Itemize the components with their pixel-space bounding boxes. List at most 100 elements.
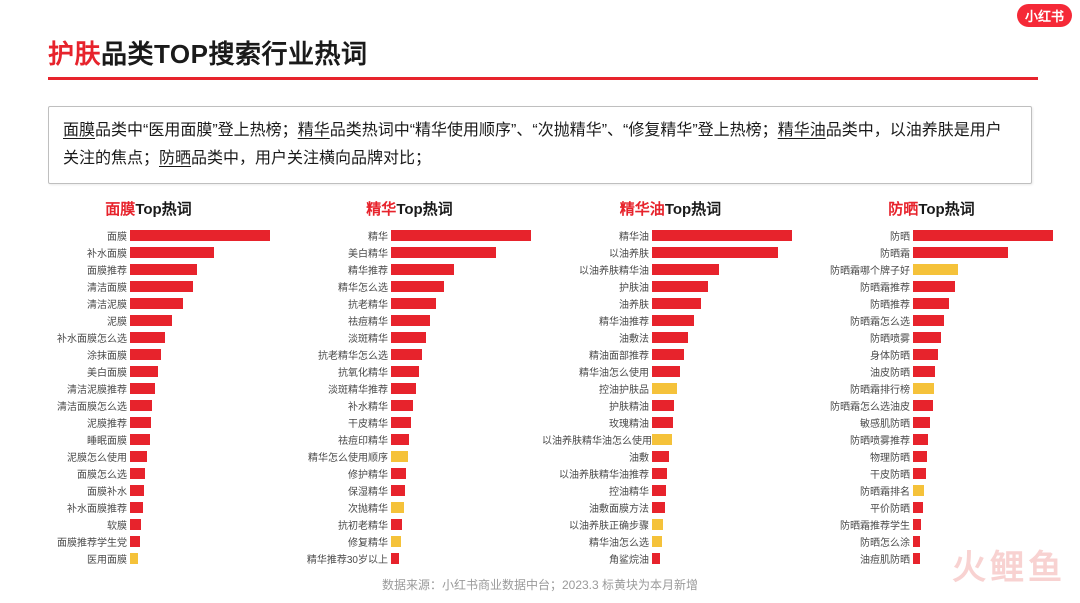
bar-track [652,383,799,394]
bar-row: 精华油怎么选 [542,533,799,550]
bar-label: 面膜推荐 [20,262,130,277]
bar-track [130,468,277,479]
bar-fill [913,502,923,513]
bar-row: 清洁泥膜 [20,295,277,312]
bar-track [130,247,277,258]
bar-label: 玫瑰精油 [542,415,652,430]
bar-fill [913,247,1008,258]
bar-row: 面膜推荐学生党 [20,533,277,550]
bar-label: 护肤精油 [542,398,652,413]
bar-fill [652,264,719,275]
bar-label: 泥膜推荐 [20,415,130,430]
bar-track [391,298,538,309]
bar-fill [913,315,944,326]
bar-fill [130,536,140,547]
bar-label: 抗老精华怎么选 [281,347,391,362]
bar-label: 以油养肤精华油怎么使用 [542,432,652,447]
bar-label: 清洁泥膜 [20,296,130,311]
bar-fill [652,349,684,360]
bar-fill [391,247,496,258]
bar-fill [652,451,669,462]
bar-track [130,298,277,309]
bar-track [391,366,538,377]
bar-label: 精华推荐30岁以上 [281,551,391,566]
bar-fill [652,332,688,343]
bar-label: 精华推荐 [281,262,391,277]
chart-title: 精华油Top热词 [542,198,799,219]
bar-fill [652,502,665,513]
bar-track [130,315,277,326]
bar-track [652,502,799,513]
bar-label: 防晒霜 [803,245,913,260]
bar-track [391,485,538,496]
bar-label: 清洁泥膜推荐 [20,381,130,396]
bar-row: 防晒霜推荐 [803,278,1060,295]
bar-row: 控油护肤品 [542,380,799,397]
bar-label: 补水精华 [281,398,391,413]
bar-label: 祛痘印精华 [281,432,391,447]
bar-fill [391,281,444,292]
bar-row: 控油精华 [542,482,799,499]
chart-rows: 面膜补水面膜面膜推荐清洁面膜清洁泥膜泥膜补水面膜怎么选涂抹面膜美白面膜清洁泥膜推… [20,227,277,567]
bar-track [391,247,538,258]
bar-label: 油皮防晒 [803,364,913,379]
bar-track [652,298,799,309]
bar-track [130,349,277,360]
bar-fill [652,366,680,377]
bar-row: 次抛精华 [281,499,538,516]
bar-track [652,451,799,462]
bar-row: 护肤精油 [542,397,799,414]
bar-row: 物理防晒 [803,448,1060,465]
bar-fill [652,519,663,530]
bar-row: 泥膜 [20,312,277,329]
bar-row: 以油养肤精华油 [542,261,799,278]
bar-row: 清洁面膜 [20,278,277,295]
bar-fill [391,230,531,241]
bar-row: 清洁面膜怎么选 [20,397,277,414]
bar-row: 防晒霜怎么选 [803,312,1060,329]
bar-track [652,281,799,292]
bar-label: 角鲨烷油 [542,551,652,566]
bar-label: 精华 [281,228,391,243]
bar-fill [913,468,926,479]
bar-fill [913,434,928,445]
bar-fill [391,519,402,530]
bar-fill [391,315,430,326]
bar-label: 防晒 [803,228,913,243]
bar-fill [391,366,419,377]
bar-row: 以油养肤 [542,244,799,261]
bar-fill [913,553,920,564]
bar-row: 面膜推荐 [20,261,277,278]
bar-label: 淡斑精华 [281,330,391,345]
bar-row: 敏感肌防晒 [803,414,1060,431]
bar-track [913,264,1060,275]
bar-label: 祛痘精华 [281,313,391,328]
bar-row: 油敷法 [542,329,799,346]
bar-track [913,230,1060,241]
bar-track [913,298,1060,309]
bar-fill [391,502,404,513]
bar-fill [652,536,662,547]
bar-fill [913,536,920,547]
bar-row: 防晒霜 [803,244,1060,261]
bar-fill [130,502,143,513]
bar-label: 补水面膜推荐 [20,500,130,515]
bar-track [391,536,538,547]
chart-panel: 精华油Top热词精华油以油养肤以油养肤精华油护肤油油养肤精华油推荐油敷法精油面部… [542,198,799,567]
bar-fill [391,332,426,343]
bar-label: 精华油怎么使用 [542,364,652,379]
bar-label: 平价防晒 [803,500,913,515]
bar-fill [391,383,416,394]
chart-title: 防晒Top热词 [803,198,1060,219]
bar-label: 抗氧化精华 [281,364,391,379]
bar-label: 控油护肤品 [542,381,652,396]
bar-row: 防晒怎么涂 [803,533,1060,550]
bar-label: 油敷面膜方法 [542,500,652,515]
bar-row: 精油面部推荐 [542,346,799,363]
bar-fill [130,281,193,292]
bar-row: 补水面膜推荐 [20,499,277,516]
bar-track [130,366,277,377]
bar-fill [391,417,411,428]
bar-label: 防晒怎么涂 [803,534,913,549]
bar-fill [652,247,778,258]
